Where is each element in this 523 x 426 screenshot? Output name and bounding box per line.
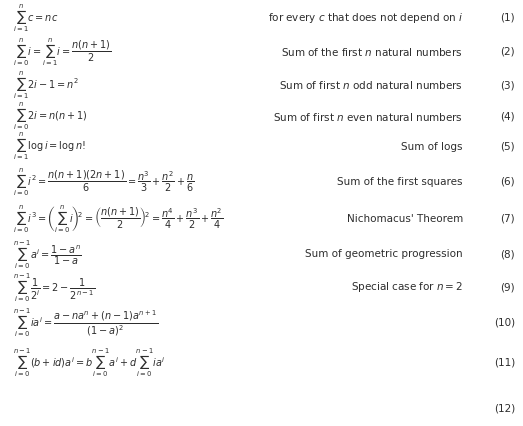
Text: (2): (2) [501,47,515,57]
Text: $\sum_{i=0}^{n} i^2 = \dfrac{n(n+1)(2n+1)}{6} = \dfrac{n^3}{3} + \dfrac{n^2}{2} : $\sum_{i=0}^{n} i^2 = \dfrac{n(n+1)(2n+1… [13,166,195,198]
Text: $\sum_{i=0}^{n} i^3 = \left(\sum_{i=0}^{n} i\right)^{\!2} = \left(\dfrac{n(n+1)}: $\sum_{i=0}^{n} i^3 = \left(\sum_{i=0}^{… [13,203,224,235]
Text: (11): (11) [494,358,515,368]
Text: $\sum_{i=0}^{n-1} a^i = \dfrac{1-a^n}{1-a}$: $\sum_{i=0}^{n-1} a^i = \dfrac{1-a^n}{1-… [13,238,82,271]
Text: for every $c$ that does not depend on $i$: for every $c$ that does not depend on $i… [268,11,463,25]
Text: Sum of geometric progression: Sum of geometric progression [305,249,463,259]
Text: (7): (7) [501,214,515,224]
Text: $\sum_{i=1}^{n} c = nc$: $\sum_{i=1}^{n} c = nc$ [13,2,59,34]
Text: (6): (6) [501,177,515,187]
Text: $\sum_{i=0}^{n-1} ia^i = \dfrac{a - na^n + (n-1)a^{n+1}}{(1-a)^2}$: $\sum_{i=0}^{n-1} ia^i = \dfrac{a - na^n… [13,306,158,339]
Text: Sum of first $n$ odd natural numbers: Sum of first $n$ odd natural numbers [279,79,463,91]
Text: Sum of the first $n$ natural numbers: Sum of the first $n$ natural numbers [281,46,463,58]
Text: (1): (1) [501,13,515,23]
Text: (10): (10) [494,317,515,328]
Text: (12): (12) [494,404,515,414]
Text: Sum of logs: Sum of logs [401,141,463,152]
Text: $\sum_{i=0}^{n-1}(b+id)a^i = b\sum_{i=0}^{n-1} a^i + d\sum_{i=0}^{n-1} ia^i$: $\sum_{i=0}^{n-1}(b+id)a^i = b\sum_{i=0}… [13,346,166,380]
Text: Nichomacus' Theorem: Nichomacus' Theorem [347,214,463,224]
Text: (4): (4) [501,112,515,122]
Text: $\sum_{i=0}^{n} i = \sum_{i=1}^{n} i = \dfrac{n(n+1)}{2}$: $\sum_{i=0}^{n} i = \sum_{i=1}^{n} i = \… [13,36,112,68]
Text: (3): (3) [501,80,515,90]
Text: $\sum_{i=1}^{n} \log i = \log n!$: $\sum_{i=1}^{n} \log i = \log n!$ [13,131,86,162]
Text: Special case for $n = 2$: Special case for $n = 2$ [350,280,463,294]
Text: (9): (9) [501,282,515,292]
Text: $\sum_{i=0}^{n} 2i = n(n+1)$: $\sum_{i=0}^{n} 2i = n(n+1)$ [13,101,88,132]
Text: (5): (5) [501,141,515,152]
Text: Sum of the first squares: Sum of the first squares [337,177,463,187]
Text: (8): (8) [501,249,515,259]
Text: $\sum_{i=0}^{n-1} \dfrac{1}{2^i} = 2 - \dfrac{1}{2^{n-1}}$: $\sum_{i=0}^{n-1} \dfrac{1}{2^i} = 2 - \… [13,271,96,304]
Text: $\sum_{i=1}^{n} 2i - 1 = n^2$: $\sum_{i=1}^{n} 2i - 1 = n^2$ [13,69,79,101]
Text: Sum of first $n$ even natural numbers: Sum of first $n$ even natural numbers [273,111,463,123]
